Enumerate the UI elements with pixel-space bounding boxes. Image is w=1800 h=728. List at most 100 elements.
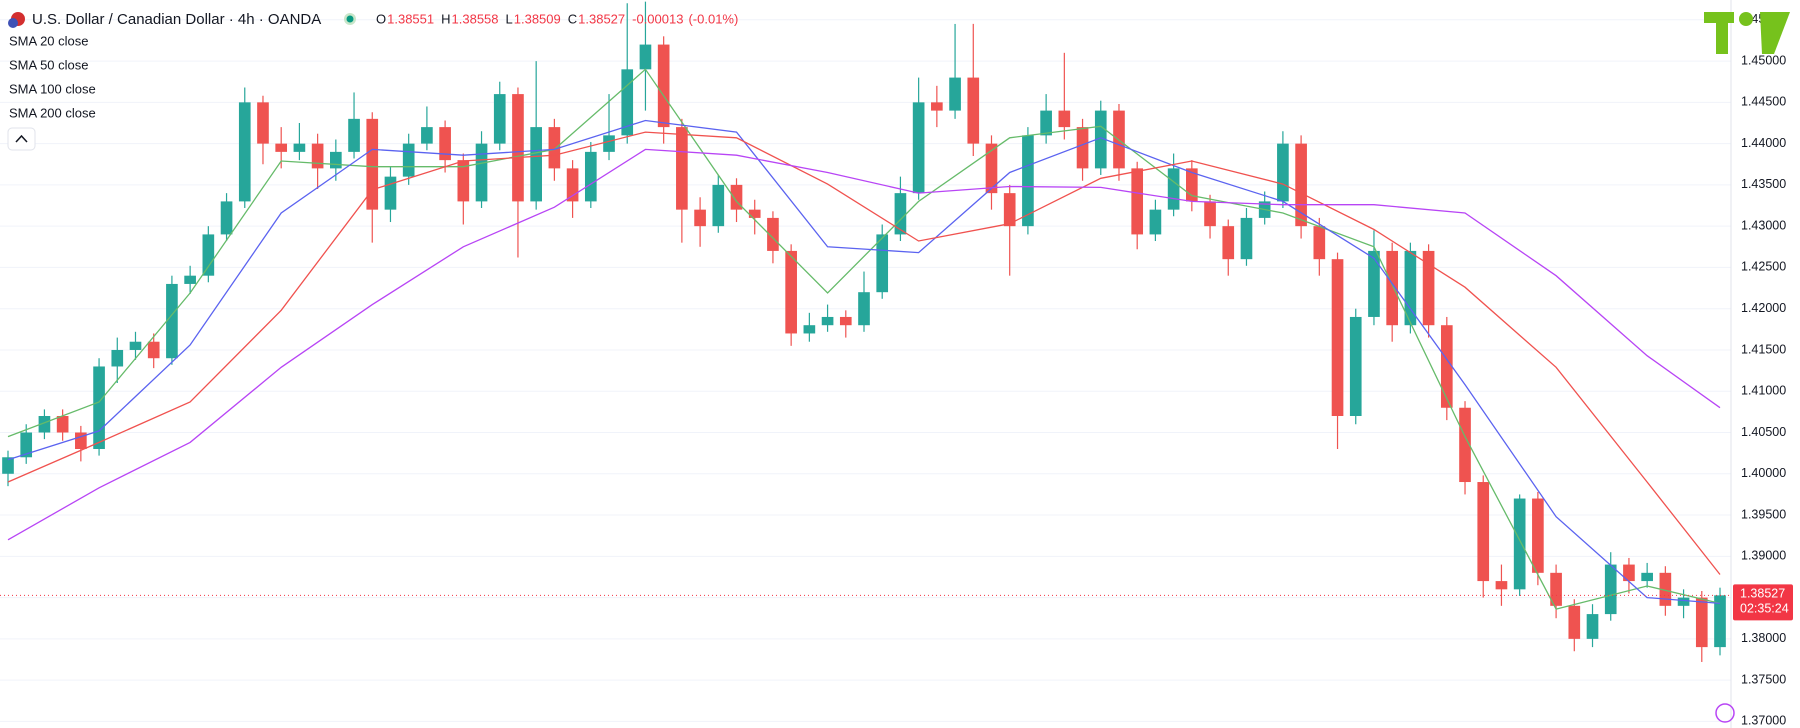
legend-entry: SMA 100 close [9,81,96,96]
candle-body [1677,597,1690,606]
candle-body [1568,605,1581,639]
candle-body [1313,226,1326,260]
market-status-dot [346,15,354,23]
y-tick-label: 1.43500 [1741,177,1786,191]
candle-body [858,292,870,326]
candle-body [147,341,160,359]
y-tick-label: 1.44000 [1741,136,1786,150]
candle-body [1440,325,1453,408]
legend-entry: SMA 200 close [9,105,96,120]
candle-body [1386,250,1398,326]
candle-body [1331,259,1344,416]
candle-body [275,143,288,152]
ohlc-label: C [568,11,577,26]
y-tick-label: 1.39000 [1741,549,1786,563]
candle-body [220,201,233,235]
candle-body [1422,250,1435,326]
change: -0.00013 [632,11,683,26]
y-tick-label: 1.40500 [1741,425,1786,439]
candle-body [621,69,634,136]
candle-body [1094,110,1107,169]
candle-body [1149,209,1162,235]
y-tick-label: 1.39500 [1741,507,1786,521]
candle-body [75,432,87,450]
legend-entry: SMA 50 close [9,57,89,72]
candle-body [56,416,69,433]
candle-body [1695,597,1708,648]
flag-icon [8,18,18,28]
candle-body [512,94,524,202]
grid-layer [0,19,1731,722]
candle-body [166,283,178,359]
candle-body [912,102,925,194]
tv-logo [1704,12,1790,54]
candle-body [421,127,433,144]
sma-line [7,68,1721,610]
ohlc-label: H [441,11,450,26]
y-tick-label: 1.37500 [1741,672,1786,686]
candle-body [1076,127,1089,169]
candle-body [1641,572,1653,582]
candle-body [1058,110,1071,128]
change-pct: (-0.01%) [688,11,738,26]
candle-body [730,184,743,210]
candle-body [1204,201,1216,227]
y-tick-label: 1.38000 [1741,631,1786,645]
ohlc-value: 1.38527 [578,11,625,26]
sma-line [7,131,1721,575]
plot-layer [0,1,1731,662]
corner-icon [1715,703,1735,723]
candle-body [1167,168,1180,210]
candle-body [876,234,889,293]
candle-body [1586,614,1599,639]
corner-ring [1715,703,1735,723]
candle-body [767,217,779,251]
y-tick-label: 1.43000 [1741,218,1786,232]
candle-body [238,102,251,202]
candle-body [1623,564,1635,582]
candle-body [348,118,360,152]
candle-body [1186,168,1198,202]
logo-dot [1739,12,1753,26]
logo-v [1760,12,1790,54]
candle-body [821,316,834,326]
candle-body [748,209,761,218]
candle-body [493,94,506,144]
candle-body [839,316,852,326]
symbol-title: U.S. Dollar / Canadian Dollar · 4h · OAN… [32,11,321,28]
ohlc-header: O 1.38551 H 1.38558 L 1.38509 C 1.38527 -0.00013… [376,11,738,26]
candle-body [548,127,561,169]
candle-body [1022,135,1034,227]
candle-body [366,118,379,210]
candle-body [93,366,105,450]
candle-body [20,432,33,458]
candle-body [657,44,670,128]
candle-body [1714,595,1726,648]
candle-body [2,457,14,474]
collapse-button[interactable] [7,127,36,151]
candle-body [1477,482,1490,582]
candle-body [475,143,488,202]
y-tick-label: 1.44500 [1741,95,1786,109]
candle-body [931,102,943,111]
y-tick-label: 1.40000 [1741,466,1786,480]
symbol-icon [8,12,25,28]
candle-body [676,127,688,210]
ohlc-value: 1.38551 [387,11,434,26]
candle-body [584,151,597,202]
candle-body [949,77,961,111]
candle-body [1404,250,1417,326]
candle-body [566,168,579,202]
candle-body [694,209,706,227]
collapse-icon [15,134,28,143]
candle-body [129,341,142,350]
y-tick-label: 1.41500 [1741,342,1786,356]
candle-body [202,234,215,276]
candle-body [402,143,415,177]
price-tag [1733,584,1793,621]
candle-body [330,151,342,169]
candle-body [38,416,51,433]
candle-body [384,176,397,210]
candle-body [457,160,470,202]
